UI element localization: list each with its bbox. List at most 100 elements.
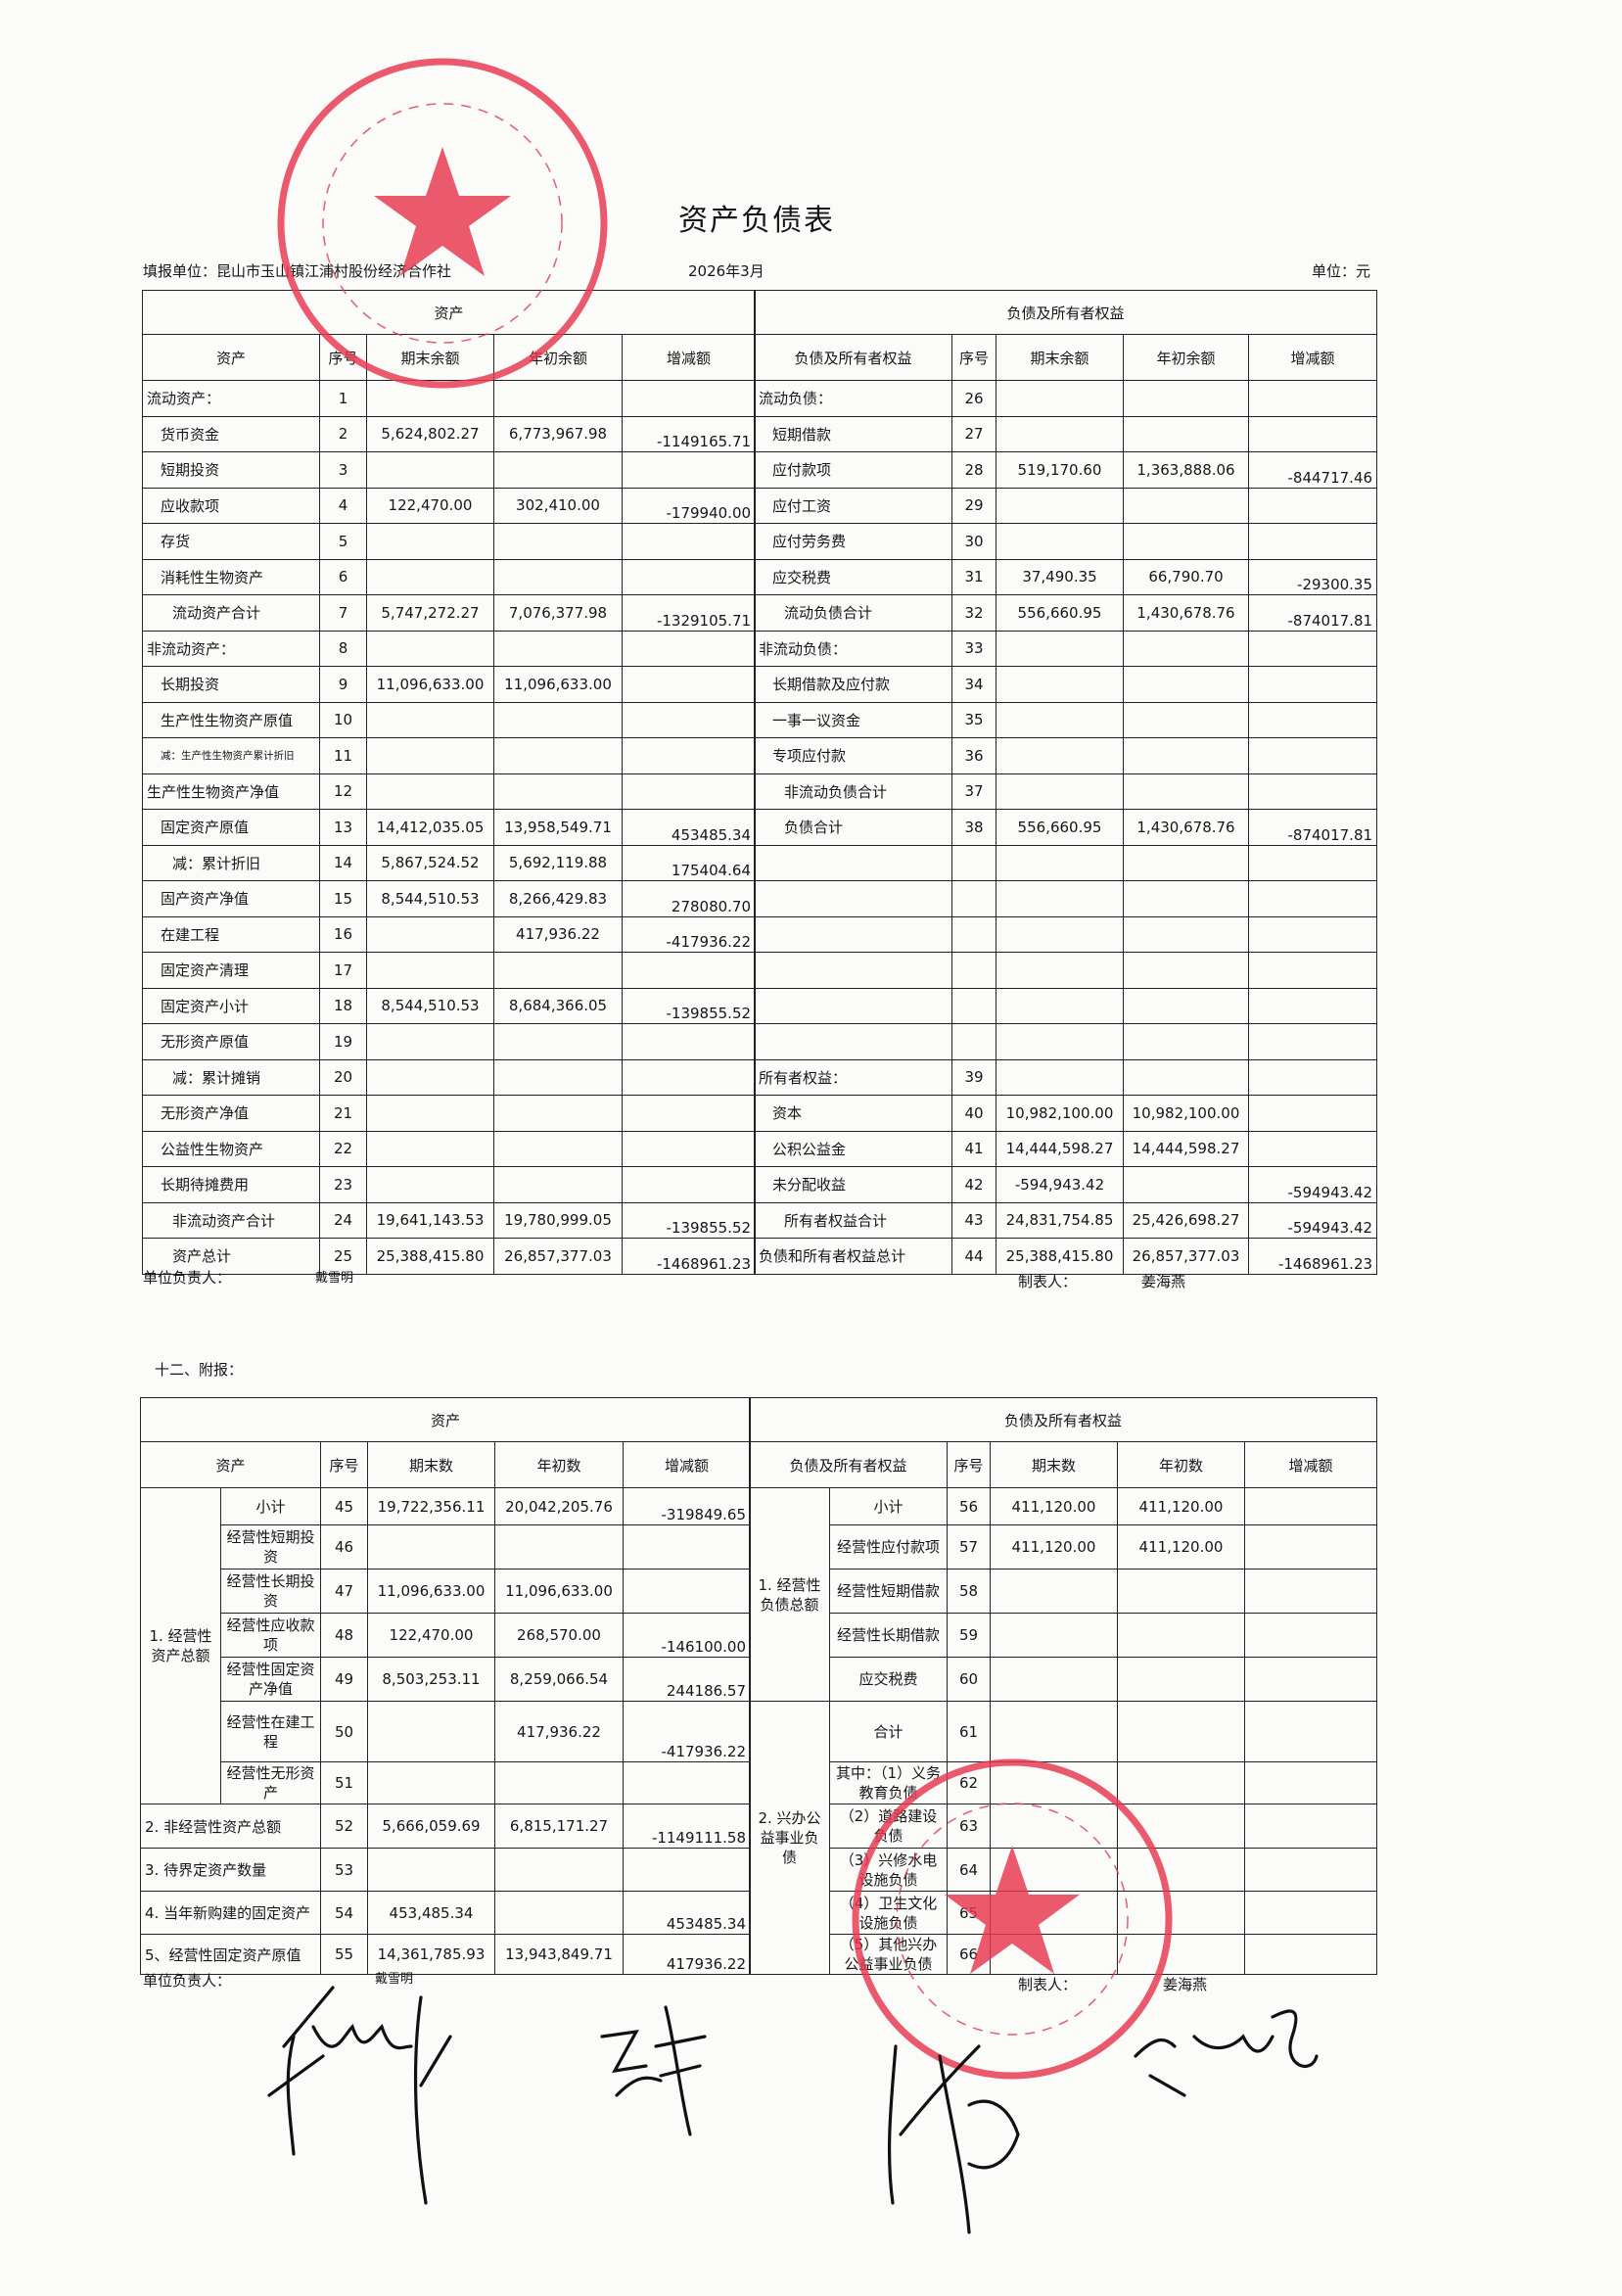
row-label: 应付工资 (754, 487, 952, 524)
appendix-liabilities-table: 负债及所有者权益 负债及所有者权益 序号 期末数 年初数 增减额 1. 经营性负债总额 小计 5… (748, 1397, 1378, 1975)
row-seq: 13 (319, 809, 367, 846)
row-seq: 61 (947, 1701, 991, 1762)
row-label: 资产总计 (142, 1238, 320, 1275)
change-value (1247, 523, 1378, 560)
row-label: 经营性无形资产 (220, 1761, 321, 1804)
table-row: 无形资产净值 21 (142, 1095, 757, 1132)
row-seq (951, 915, 996, 953)
change-value (1243, 1701, 1378, 1762)
year-begin-value: 268,570.00 (494, 1613, 624, 1658)
row-seq: 38 (951, 809, 996, 846)
column-header: 序号 (951, 334, 996, 381)
row-label: 所有者权益： (754, 1058, 952, 1096)
change-value (1247, 952, 1378, 989)
year-begin-value (1117, 1848, 1245, 1892)
table-row: 4. 当年新购建的固定资产 54 453,485.34 453485.34 (140, 1891, 752, 1935)
table-row: 减：累计折旧 14 5,867,524.52 5,692,119.88 175404.6… (142, 844, 757, 881)
row-label: 生产性生物资产净值 (142, 773, 320, 810)
change-value (621, 737, 757, 774)
row-seq: 23 (319, 1166, 367, 1203)
table-row (754, 880, 1378, 917)
change-value (1243, 1934, 1378, 1975)
row-label: 长期投资 (142, 666, 320, 703)
period-end-value (366, 630, 494, 667)
period-end-value (996, 415, 1124, 452)
column-header: 期末余额 (996, 334, 1124, 381)
row-label: 在建工程 (142, 915, 320, 953)
change-value: -139855.52 (621, 987, 757, 1024)
change-value (1243, 1657, 1378, 1702)
year-begin-value (493, 523, 623, 560)
change-value (1247, 987, 1378, 1024)
year-begin-value (1123, 1023, 1249, 1060)
row-label: 无形资产原值 (142, 1023, 320, 1060)
row-seq (951, 987, 996, 1024)
period-end-value (366, 1058, 494, 1096)
year-begin-value (493, 451, 623, 489)
table-row: 非流动负债： 33 (754, 630, 1378, 667)
period-end-value (996, 915, 1124, 953)
change-value (621, 630, 757, 667)
currency-unit: 单位：元 (1312, 262, 1371, 280)
row-label: 应付款项 (754, 451, 952, 489)
table-row: 3. 待界定资产数量 53 (140, 1848, 752, 1892)
row-seq (951, 952, 996, 989)
change-value (621, 952, 757, 989)
change-value: 278080.70 (621, 880, 757, 917)
table-row: 非流动负债合计 37 (754, 773, 1378, 810)
table-row: 负债合计 38 556,660.95 1,430,678.76 -874017.81 (754, 809, 1378, 846)
year-begin-value (1123, 1058, 1249, 1096)
table-row: 2. 兴办公益事业负债 合计 61 (749, 1701, 1378, 1975)
row-seq: 9 (319, 666, 367, 703)
table-row: 应付工资 29 (754, 487, 1378, 524)
change-value: -417936.22 (622, 1701, 752, 1762)
preparer-label-2: 制表人： (1018, 1976, 1078, 1993)
row-seq: 17 (319, 952, 367, 989)
row-label: 长期借款及应付款 (754, 666, 952, 703)
table-row: 存货 5 (142, 523, 757, 560)
change-value (621, 666, 757, 703)
column-header: 年初数 (494, 1441, 624, 1488)
period-end-value: 556,660.95 (996, 594, 1124, 632)
period-end-value (366, 1166, 494, 1203)
table-row: 应付劳务费 30 (754, 523, 1378, 560)
row-seq: 32 (951, 594, 996, 632)
period-end-value: 122,470.00 (366, 487, 494, 524)
year-begin-value (1123, 487, 1249, 524)
change-value (1247, 630, 1378, 667)
period-end-value: 5,624,802.27 (366, 415, 494, 452)
change-value (1247, 773, 1378, 810)
change-value (621, 523, 757, 560)
row-seq: 27 (951, 415, 996, 452)
period-end-value (996, 987, 1124, 1024)
change-value: -594943.42 (1247, 1201, 1378, 1239)
period-end-value: 19,722,356.11 (367, 1487, 495, 1525)
period-end-value (366, 1095, 494, 1132)
table-row: 公积公益金 41 14,444,598.27 14,444,598.27 (754, 1130, 1378, 1167)
row-seq: 19 (319, 1023, 367, 1060)
row-label: 3. 待界定资产数量 (140, 1848, 321, 1892)
row-label: 固定资产清理 (142, 952, 320, 989)
year-begin-value (1123, 952, 1249, 989)
change-value (1243, 1487, 1378, 1525)
row-label: 经营性应付款项 (829, 1524, 948, 1570)
year-begin-value: 7,076,377.98 (493, 594, 623, 632)
year-begin-value (493, 380, 623, 417)
row-seq: 30 (951, 523, 996, 560)
table-row: 经营性长期借款 59 (750, 1613, 1378, 1658)
head-label-2: 单位负责人： (143, 1972, 232, 1990)
table-row: 经营性应收款项 48 122,470.00 268,570.00 -146100.00 (141, 1613, 752, 1658)
row-label: （5）其他兴办公益事业负债 (829, 1934, 948, 1975)
period-end-value: -594,943.42 (996, 1166, 1124, 1203)
period-end-value: 8,544,510.53 (366, 880, 494, 917)
row-seq: 55 (320, 1934, 368, 1975)
period-end-value (996, 1023, 1124, 1060)
row-label: 存货 (142, 523, 320, 560)
table-row: 经营性短期投资 46 (141, 1524, 752, 1570)
table-row: 固产资产净值 15 8,544,510.53 8,266,429.83 278080.7… (142, 880, 757, 917)
column-header: 负债及所有者权益 (749, 1441, 948, 1488)
period-end-value (996, 523, 1124, 560)
row-seq: 8 (319, 630, 367, 667)
year-begin-value (1123, 915, 1249, 953)
year-begin-value: 417,936.22 (493, 915, 623, 953)
